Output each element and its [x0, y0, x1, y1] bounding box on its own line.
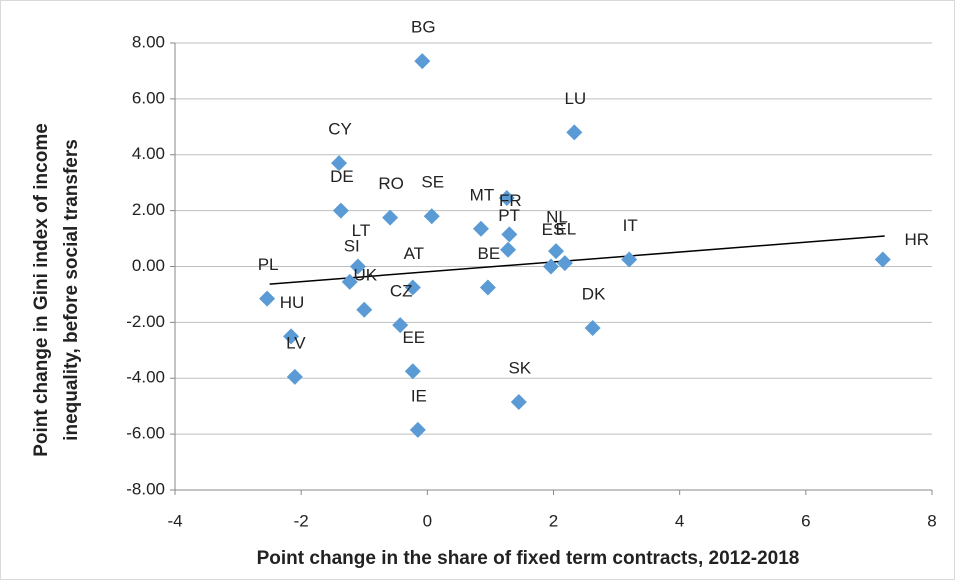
- x-tick-label: 4: [675, 511, 684, 530]
- x-tick-label: 0: [423, 511, 432, 530]
- point: [331, 155, 348, 172]
- point-label: UK: [353, 265, 377, 284]
- point: [500, 241, 517, 258]
- point-label: EL: [555, 220, 576, 239]
- point-label: SI: [344, 236, 360, 255]
- point: [414, 53, 431, 70]
- x-tick-label: -4: [167, 511, 182, 530]
- point-label: SE: [421, 173, 444, 192]
- point-label: BE: [478, 244, 501, 263]
- point: [349, 258, 366, 275]
- point-label: FR: [499, 191, 522, 210]
- point-label: NL: [546, 208, 568, 227]
- point: [286, 368, 303, 385]
- point-label: LU: [564, 89, 586, 108]
- point-label: IT: [623, 216, 638, 235]
- point-label: BG: [411, 18, 436, 37]
- x-tick-label: -2: [294, 511, 309, 530]
- y-tick-label: -8.00: [126, 479, 165, 498]
- x-tick-label: 6: [801, 511, 810, 530]
- point-label: HR: [905, 230, 930, 249]
- point-label: ES: [542, 220, 565, 239]
- y-tick-label: 4.00: [132, 144, 165, 163]
- point: [479, 279, 496, 296]
- point-label: MT: [470, 185, 495, 204]
- point: [566, 124, 583, 141]
- x-tick-label: 8: [927, 511, 936, 530]
- y-tick-label: -2.00: [126, 312, 165, 331]
- point: [283, 328, 300, 345]
- y-tick-label: -6.00: [126, 424, 165, 443]
- point: [341, 273, 358, 290]
- point: [556, 255, 573, 272]
- point: [409, 421, 426, 438]
- y-tick-label: -4.00: [126, 368, 165, 387]
- y-tick-label: 6.00: [132, 88, 165, 107]
- point: [404, 279, 421, 296]
- point: [259, 290, 276, 307]
- point-label: HU: [280, 293, 305, 312]
- point: [382, 209, 399, 226]
- trendline: [269, 235, 885, 285]
- point-label: RO: [378, 174, 404, 193]
- point: [510, 393, 527, 410]
- point-label: DK: [582, 284, 606, 303]
- point: [584, 319, 601, 336]
- x-tick-label: 2: [549, 511, 558, 530]
- point: [548, 243, 565, 260]
- point: [423, 208, 440, 225]
- point-label: PT: [498, 206, 520, 225]
- point-label: CZ: [390, 282, 413, 301]
- point: [542, 258, 559, 275]
- y-axis-title: inequality, before social transfers: [61, 139, 82, 441]
- point-label: LV: [286, 333, 306, 352]
- x-axis-title: Point change in the share of fixed term …: [257, 548, 800, 569]
- point-label: EE: [402, 328, 425, 347]
- point-label: CY: [328, 120, 352, 139]
- point-label: SK: [508, 358, 531, 377]
- point: [498, 190, 515, 207]
- point: [404, 363, 421, 380]
- point-label: PL: [258, 255, 279, 274]
- point: [874, 251, 891, 268]
- point: [392, 317, 409, 334]
- point: [332, 202, 349, 219]
- y-tick-label: 2.00: [132, 200, 165, 219]
- point-label: AT: [404, 244, 424, 263]
- point-label: IE: [411, 386, 427, 405]
- point: [621, 251, 638, 268]
- point: [472, 220, 489, 237]
- point: [501, 226, 518, 243]
- point-label: LT: [352, 221, 371, 240]
- y-tick-label: 0.00: [132, 256, 165, 275]
- point: [356, 301, 373, 318]
- y-tick-label: 8.00: [132, 32, 165, 51]
- y-axis-title: Point change in Gini index of income: [31, 123, 52, 457]
- point-label: DE: [330, 167, 354, 186]
